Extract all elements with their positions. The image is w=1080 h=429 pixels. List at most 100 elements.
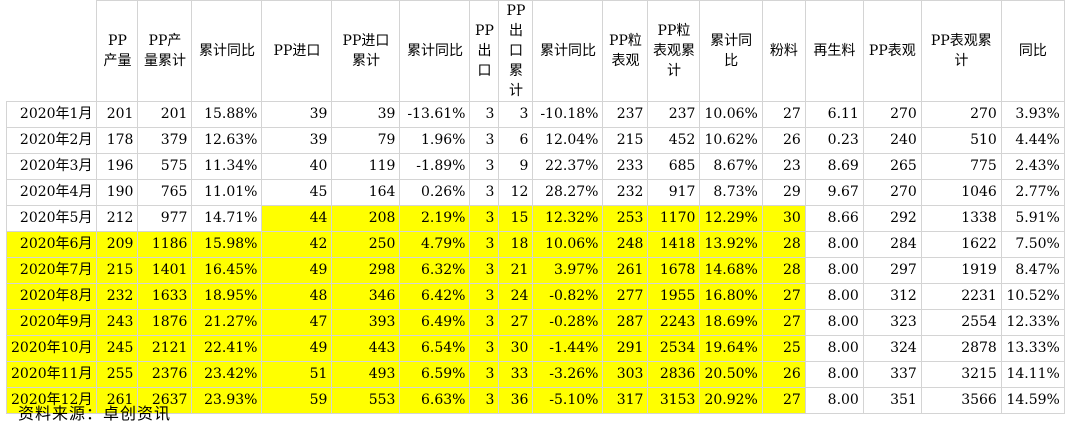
table-cell: 3: [498, 101, 534, 128]
header-row: PP产量 PP产量累计 累计同比 PP进口 PP进口累计 累计同比 PP出口 P…: [5, 0, 1065, 102]
table-cell: 11.34%: [191, 153, 263, 180]
header-cell-corner: [5, 0, 98, 102]
table-cell: 12.33%: [1000, 309, 1065, 336]
table-cell: 26: [761, 361, 806, 388]
table-row: 2020年3月 196 575 11.34% 40 119 -1.89% 3 9 22.37% 23…: [5, 153, 1065, 180]
table-cell: 270: [862, 101, 922, 128]
table-cell: 45: [261, 179, 333, 206]
table-cell: 917: [647, 179, 701, 206]
table-cell: 28: [761, 231, 806, 258]
table-cell: 575: [137, 153, 193, 180]
table-cell: 6.54%: [399, 335, 471, 362]
table-cell: 33: [498, 361, 534, 388]
table-cell: -1.44%: [532, 335, 604, 362]
header-cell: PP出口: [469, 0, 500, 102]
table-cell: 1919: [920, 257, 1002, 284]
table-cell: 2836: [647, 361, 701, 388]
table-row: 2020年6月 209 1186 15.98% 42 250 4.79% 3 18 10.06% 2…: [5, 231, 1065, 258]
table-cell: 277: [602, 283, 649, 310]
table-cell: 27: [761, 387, 806, 414]
table-cell: 30: [761, 205, 806, 232]
table-cell: 47: [261, 309, 333, 336]
header-cell: PP粒表观: [602, 0, 649, 102]
table-cell: 30: [498, 335, 534, 362]
table-cell: 3: [469, 231, 500, 258]
table-cell: 8.00: [804, 283, 864, 310]
table-cell: -5.10%: [532, 387, 604, 414]
table-cell: 19.64%: [699, 335, 763, 362]
table-cell: 6.49%: [399, 309, 471, 336]
table-cell: 39: [331, 101, 401, 128]
table-cell: 10.52%: [1000, 283, 1065, 310]
header-cell: PP产量累计: [137, 0, 193, 102]
table-cell: 1338: [920, 205, 1002, 232]
row-date-cell: 2020年2月: [5, 127, 98, 154]
table-cell: 12.04%: [532, 127, 604, 154]
table-cell: 2.43%: [1000, 153, 1065, 180]
header-cell: 同比: [1000, 0, 1065, 102]
table-cell: -13.61%: [399, 101, 471, 128]
table-cell: 22.41%: [191, 335, 263, 362]
table-cell: 2534: [647, 335, 701, 362]
table-cell: 324: [862, 335, 922, 362]
row-date-cell: 2020年3月: [5, 153, 98, 180]
table-cell: 27: [498, 309, 534, 336]
table-cell: 4.44%: [1000, 127, 1065, 154]
table-cell: 16.45%: [191, 257, 263, 284]
table-cell: 0.26%: [399, 179, 471, 206]
table-cell: 1.96%: [399, 127, 471, 154]
table-cell: 4.79%: [399, 231, 471, 258]
table-cell: 13.33%: [1000, 335, 1065, 362]
table-cell: 27: [761, 101, 806, 128]
header-cell: PP粒表观累计: [647, 0, 701, 102]
table-cell: 20.92%: [699, 387, 763, 414]
source-note: 资料来源：卓创资讯: [18, 404, 172, 423]
table-cell: 14.11%: [1000, 361, 1065, 388]
table-cell: 250: [331, 231, 401, 258]
table-cell: 317: [602, 387, 649, 414]
table-cell: 215: [96, 257, 139, 284]
table-cell: 8.00: [804, 309, 864, 336]
table-cell: 232: [96, 283, 139, 310]
table-cell: 8.00: [804, 335, 864, 362]
table-cell: 27: [761, 309, 806, 336]
table-cell: 27: [761, 283, 806, 310]
table-cell: 3: [469, 283, 500, 310]
table-cell: 22.37%: [532, 153, 604, 180]
table-cell: 24: [498, 283, 534, 310]
table-row: 2020年10月 245 2121 22.41% 49 443 6.54% 3 30 -1.44%…: [5, 335, 1065, 362]
table-cell: 8.69: [804, 153, 864, 180]
table-cell: -1.89%: [399, 153, 471, 180]
table-cell: 270: [862, 179, 922, 206]
table-cell: 3566: [920, 387, 1002, 414]
table-cell: 3: [469, 387, 500, 414]
table-cell: 287: [602, 309, 649, 336]
table-cell: 1170: [647, 205, 701, 232]
table-cell: 1401: [137, 257, 193, 284]
table-cell: 1955: [647, 283, 701, 310]
row-date-cell: 2020年5月: [5, 205, 98, 232]
table-cell: 15.98%: [191, 231, 263, 258]
header-cell: PP进口: [261, 0, 333, 102]
table-cell: 232: [602, 179, 649, 206]
row-date-cell: 2020年7月: [5, 257, 98, 284]
table-cell: 393: [331, 309, 401, 336]
table-cell: 9.67: [804, 179, 864, 206]
header-cell: 累计同比: [399, 0, 471, 102]
table-cell: 26: [761, 127, 806, 154]
table-cell: 1876: [137, 309, 193, 336]
table-row: 2020年1月 201 201 15.88% 39 39 -13.61% 3 3 -10.18% 2…: [5, 101, 1065, 128]
header-cell: 累计同比: [699, 0, 763, 102]
table-cell: 233: [602, 153, 649, 180]
table-cell: 12.63%: [191, 127, 263, 154]
table-cell: 42: [261, 231, 333, 258]
table-cell: 245: [96, 335, 139, 362]
table-cell: 18: [498, 231, 534, 258]
table-cell: 977: [137, 205, 193, 232]
table-cell: 15: [498, 205, 534, 232]
table-cell: 6.32%: [399, 257, 471, 284]
table-row: 2020年4月 190 765 11.01% 45 164 0.26% 3 12 28.27% 23…: [5, 179, 1065, 206]
table-cell: 1418: [647, 231, 701, 258]
table-cell: 3.93%: [1000, 101, 1065, 128]
table-cell: 261: [602, 257, 649, 284]
